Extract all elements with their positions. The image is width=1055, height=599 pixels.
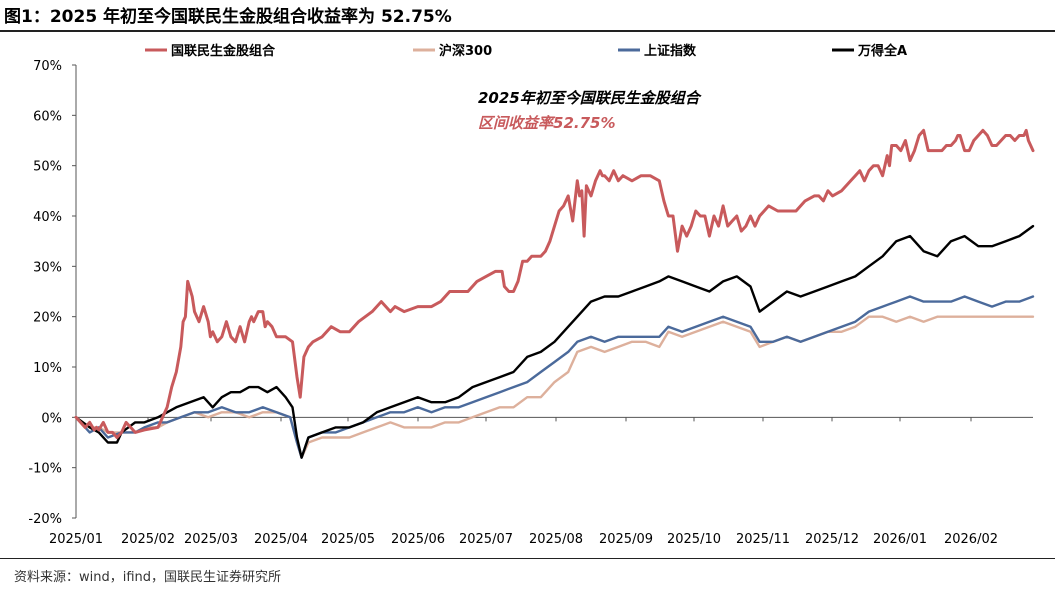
- series-line-1: [74, 315, 1035, 459]
- legend-label: 万得全A: [857, 43, 907, 59]
- y-tick-label: 70%: [33, 59, 62, 74]
- x-tick-label: 2025/02: [121, 532, 175, 547]
- y-tick-label: 50%: [33, 160, 62, 175]
- annotation-line-2: 区间收益率52.75%: [478, 114, 615, 132]
- x-tick-label: 2025/12: [805, 532, 859, 547]
- y-tick-label: 0%: [41, 411, 62, 426]
- x-tick-label: 2025/01: [49, 532, 103, 547]
- legend-label: 沪深300: [439, 43, 492, 59]
- y-tick-label: 10%: [33, 361, 62, 376]
- series-line-3: [74, 224, 1035, 459]
- series-line-0: [74, 128, 1035, 439]
- page-title: 图1：2025 年初至今国联民生金股组合收益率为 52.75%: [4, 7, 452, 27]
- y-tick-label: -20%: [28, 512, 62, 527]
- x-tick-label: 2025/07: [459, 532, 513, 547]
- x-tick-label: 2025/06: [391, 532, 445, 547]
- y-tick-label: -10%: [28, 462, 62, 477]
- x-tick-label: 2025/05: [321, 532, 375, 547]
- x-tick-label: 2025/03: [184, 532, 238, 547]
- annotation-line-1: 2025年初至今国联民生金股组合: [478, 89, 702, 107]
- legend-label: 国联民生金股组合: [171, 43, 276, 59]
- source-note: 资料来源：wind，ifind，国联民生证券研究所: [14, 570, 282, 585]
- footer-divider: [0, 558, 1055, 559]
- y-tick-label: 20%: [33, 311, 62, 326]
- y-tick-label: 30%: [33, 260, 62, 275]
- chart-axes: 70% 60% 50% 40% 30% 20% 10% 0% -10% -20% 2025/01 20…: [28, 59, 1033, 547]
- x-tick-label: 2025/10: [667, 532, 721, 547]
- title-divider: [0, 30, 1055, 32]
- chart-series: [74, 128, 1035, 459]
- y-tick-label: 40%: [33, 210, 62, 225]
- y-tick-label: 60%: [33, 109, 62, 124]
- series-line-2: [74, 295, 1035, 459]
- x-tick-label: 2026/02: [944, 532, 998, 547]
- x-tick-label: 2026/01: [873, 532, 927, 547]
- x-tick-label: 2025/09: [599, 532, 653, 547]
- x-tick-label: 2025/08: [529, 532, 583, 547]
- chart-legend: 国联民生金股组合 沪深300 上证指数 万得全A: [145, 43, 907, 59]
- x-tick-label: 2025/11: [736, 532, 790, 547]
- x-tick-label: 2025/04: [254, 532, 308, 547]
- legend-label: 上证指数: [644, 43, 697, 59]
